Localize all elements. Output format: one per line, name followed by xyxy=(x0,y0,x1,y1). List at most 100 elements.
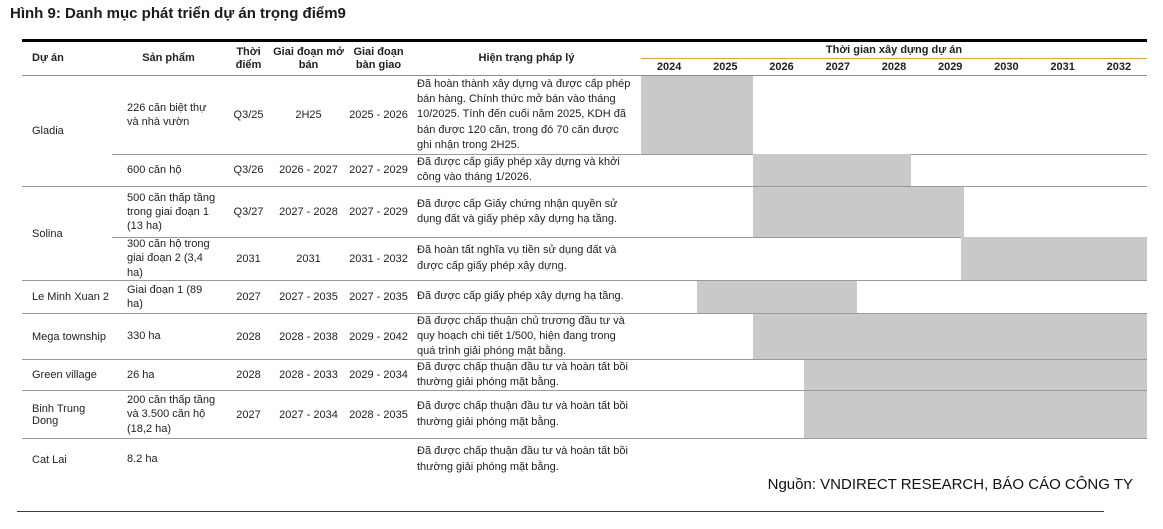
handover-phase-cell: 2029 - 2034 xyxy=(349,369,408,381)
open-phase-cell: 2027 - 2028 xyxy=(279,206,338,218)
gantt-bar xyxy=(804,360,1147,390)
gantt-cell xyxy=(641,360,1147,390)
project-group-binh-trung-dong: Binh Trung Dong 200 căn thấp tầng và 3.5… xyxy=(22,390,1147,438)
gantt-cell xyxy=(641,281,1147,313)
gantt-bar xyxy=(961,237,1147,280)
product-cell: 300 căn hộ trong giai đoạn 2 (3,4 ha) xyxy=(127,238,210,279)
year-label: 2024 xyxy=(656,61,682,73)
project-group-le-minh-xuan-2: Le Minh Xuan 2 Giai đoạn 1 (89 ha) 2027 … xyxy=(22,280,1147,313)
table-header-row: Dự án Sản phẩm Thời điểm Giai đoạn mở bá… xyxy=(22,39,1147,76)
legal-status-cell: Đã được chấp thuận chủ trương đầu tư và … xyxy=(417,314,625,358)
time-cell: Q3/26 xyxy=(233,164,264,176)
table-row: Binh Trung Dong 200 căn thấp tầng và 3.5… xyxy=(22,391,1147,438)
time-cell: Q3/27 xyxy=(233,206,264,218)
project-name: Cat Lai xyxy=(32,453,67,466)
handover-phase-cell: 2027 - 2035 xyxy=(349,291,408,303)
handover-phase-cell: 2027 - 2029 xyxy=(349,206,408,218)
handover-phase-cell: 2025 - 2026 xyxy=(349,109,408,121)
open-phase-cell: 2027 - 2034 xyxy=(279,408,338,421)
gantt-cell xyxy=(641,237,1147,280)
gantt-cell xyxy=(641,187,1147,237)
table-row: 226 căn biệt thự và nhà vườn Q3/25 2H25 … xyxy=(22,76,1147,154)
gantt-bar xyxy=(753,314,1147,359)
legal-status-cell: Đã được cấp giấy phép xây dựng và khởi c… xyxy=(417,155,620,183)
time-cell: 2028 xyxy=(236,369,261,381)
product-cell: 330 ha xyxy=(127,330,161,343)
table-row: 600 căn hộ Q3/26 2026 - 2027 2027 - 2029… xyxy=(22,154,1147,186)
gantt-cell xyxy=(641,154,1147,186)
time-cell: 2027 xyxy=(236,408,261,421)
legal-status-cell: Đã được chấp thuận đầu tư và hoàn tất bồ… xyxy=(417,400,628,428)
year-label: 2029 xyxy=(937,61,963,73)
product-cell: 600 căn hộ xyxy=(127,163,182,176)
timeline-year-row: 2024 2025 2026 2027 2028 2029 2030 2031 … xyxy=(641,59,1147,75)
table-row: Cat Lai 8.2 ha Đã được chấp thuận đầu tư… xyxy=(22,439,1147,480)
legal-status-cell: Đã được cấp giấy phép xây dựng hạ tầng. xyxy=(417,290,624,303)
legal-status-cell: Đã hoàn thành xây dựng và được cấp phép … xyxy=(417,78,631,151)
project-group-solina: Solina 500 căn thấp tầng trong giai đoạn… xyxy=(22,186,1147,280)
column-header-project: Dự án xyxy=(32,52,64,65)
open-phase-cell: 2028 - 2033 xyxy=(279,369,338,381)
row-divider xyxy=(112,237,1147,238)
table-row: 300 căn hộ trong giai đoạn 2 (3,4 ha) 20… xyxy=(22,237,1147,280)
open-phase-cell: 2028 - 2038 xyxy=(279,330,338,343)
year-label: 2032 xyxy=(1106,61,1132,73)
handover-phase-cell: 2028 - 2035 xyxy=(349,408,408,421)
project-name: Green village xyxy=(32,369,97,381)
open-phase-cell: 2031 xyxy=(296,252,321,265)
timeline-header-title: Thời gian xây dựng dự án xyxy=(641,42,1147,59)
column-header-open-phase: Giai đoạn mở bán xyxy=(273,45,344,71)
table-row: Le Minh Xuan 2 Giai đoạn 1 (89 ha) 2027 … xyxy=(22,281,1147,313)
table-row: Green village 26 ha 2028 2028 - 2033 202… xyxy=(22,360,1147,390)
legal-status-cell: Đã được chấp thuận đầu tư và hoàn tất bồ… xyxy=(417,360,628,388)
table-row: 500 căn thấp tầng trong giai đoạn 1 (13 … xyxy=(22,187,1147,237)
open-phase-cell: 2027 - 2035 xyxy=(279,291,338,303)
handover-phase-cell: 2031 - 2032 xyxy=(349,252,408,265)
year-label: 2026 xyxy=(769,61,794,73)
project-group-gladia: Gladia 226 căn biệt thự và nhà vườn Q3/2… xyxy=(22,76,1147,186)
project-name: Solina xyxy=(32,227,63,240)
project-group-cat-lai: Cat Lai 8.2 ha Đã được chấp thuận đầu tư… xyxy=(22,438,1147,480)
gantt-cell xyxy=(641,314,1147,359)
row-divider xyxy=(112,154,1147,155)
project-name: Mega township xyxy=(32,330,106,343)
gantt-bar xyxy=(697,281,858,313)
year-label: 2027 xyxy=(825,61,850,73)
time-cell: 2028 xyxy=(236,330,261,343)
gantt-cell xyxy=(641,391,1147,438)
legal-status-cell: Đã được chấp thuận đầu tư và hoàn tất bồ… xyxy=(417,445,628,473)
year-label: 2028 xyxy=(881,61,907,73)
column-header-time: Thời điểm xyxy=(235,45,262,71)
gantt-bar xyxy=(804,391,1147,438)
gantt-bar xyxy=(753,187,965,237)
project-group-green-village: Green village 26 ha 2028 2028 - 2033 202… xyxy=(22,359,1147,390)
column-header-handover-phase: Giai đoạn bàn giao xyxy=(353,45,404,71)
legal-status-cell: Đã được cấp Giấy chứng nhận quyền sử dụn… xyxy=(417,197,618,225)
timeline-header: Thời gian xây dựng dự án 2024 2025 2026 … xyxy=(641,42,1147,75)
gantt-cell xyxy=(641,76,1147,154)
open-phase-cell: 2H25 xyxy=(295,109,322,121)
table-row: Mega township 330 ha 2028 2028 - 2038 20… xyxy=(22,314,1147,359)
project-name: Binh Trung Dong xyxy=(32,402,86,427)
page-bottom-rule xyxy=(17,511,1104,512)
legal-status-cell: Đã hoàn tất nghĩa vụ tiền sử dụng đất và… xyxy=(417,244,617,272)
source-note: Nguồn: VNDIRECT RESEARCH, BÁO CÁO CÔNG T… xyxy=(767,476,1133,493)
project-portfolio-table: Dự án Sản phẩm Thời điểm Giai đoạn mở bá… xyxy=(22,39,1147,480)
product-cell: 500 căn thấp tầng trong giai đoạn 1 (13 … xyxy=(127,191,216,233)
time-cell: Q3/25 xyxy=(233,109,264,121)
year-label: 2031 xyxy=(1050,61,1075,73)
column-header-product: Sản phẩm xyxy=(142,52,195,65)
project-group-mega-township: Mega township 330 ha 2028 2028 - 2038 20… xyxy=(22,313,1147,359)
column-header-legal-status: Hiện trạng pháp lý xyxy=(478,52,575,65)
handover-phase-cell: 2027 - 2029 xyxy=(349,164,408,176)
product-cell: 226 căn biệt thự và nhà vườn xyxy=(127,101,207,128)
product-cell: Giai đoạn 1 (89 ha) xyxy=(127,283,203,310)
time-cell: 2027 xyxy=(236,291,261,303)
year-label: 2030 xyxy=(994,61,1019,73)
project-name: Le Minh Xuan 2 xyxy=(32,291,110,303)
time-cell: 2031 xyxy=(236,252,261,265)
year-label: 2025 xyxy=(713,61,738,73)
product-cell: 26 ha xyxy=(127,368,155,381)
open-phase-cell: 2026 - 2027 xyxy=(279,164,338,176)
product-cell: 8.2 ha xyxy=(127,453,158,466)
